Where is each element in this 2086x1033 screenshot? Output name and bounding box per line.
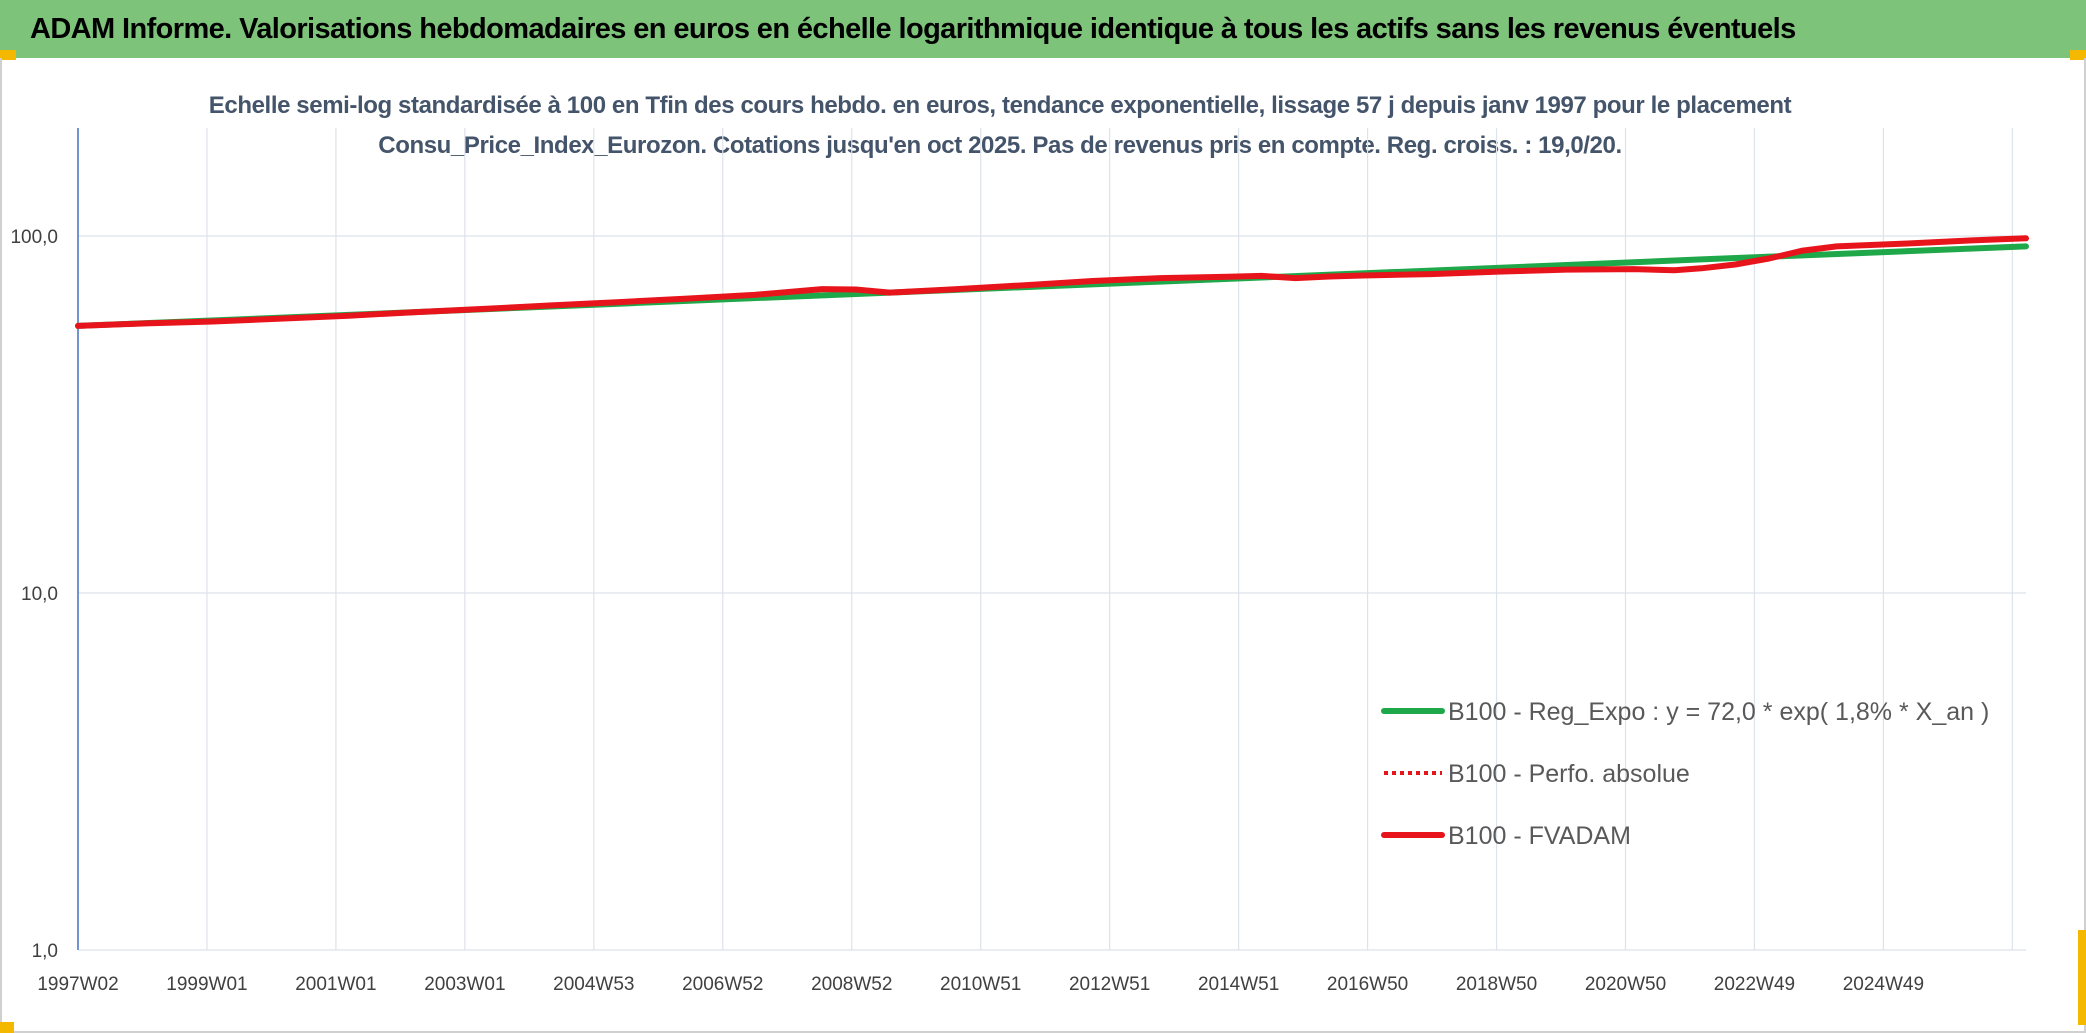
x-tick-label: 2014W51 (1198, 974, 1279, 995)
x-tick-label: 2004W53 (553, 974, 634, 995)
y-tick-label: 1,0 (32, 941, 58, 962)
legend-entry-label: B100 - Perfo. absolue (1448, 760, 1690, 788)
y-tick-label: 100,0 (10, 227, 58, 248)
x-tick-label: 1999W01 (166, 974, 247, 995)
chart-legend: B100 - Reg_Expo : y = 72,0 * exp( 1,8% *… (1381, 698, 1989, 850)
chart-title: Echelle semi-log standardisée à 100 en T… (208, 92, 1792, 159)
x-tick-label: 1997W02 (37, 974, 118, 995)
x-tick-label: 2016W50 (1327, 974, 1408, 995)
x-tick-label: 2022W49 (1714, 974, 1795, 995)
y-tick-label: 10,0 (21, 584, 58, 605)
horizontal-gridlines (78, 235, 2026, 951)
legend-entry-label: B100 - FVADAM (1448, 822, 1631, 850)
legend-entry-label: B100 - Reg_Expo : y = 72,0 * exp( 1,8% *… (1448, 698, 1989, 726)
report-title: ADAM Informe. Valorisations hebdomadaire… (30, 13, 1796, 45)
corner-marker-right (2070, 50, 2086, 60)
edge-marker-bottom-left (0, 1022, 14, 1033)
x-tick-label: 2001W01 (295, 974, 376, 995)
x-tick-label: 2008W52 (811, 974, 892, 995)
corner-marker-left (0, 50, 16, 60)
x-tick-label: 2010W51 (940, 974, 1021, 995)
vertical-gridlines (206, 128, 2013, 950)
x-tick-label: 2003W01 (424, 974, 505, 995)
report-banner: ADAM Informe. Valorisations hebdomadaire… (0, 0, 2086, 58)
y-tick-labels: 1,0 10,0 100,0 (10, 227, 58, 962)
x-tick-label: 2018W50 (1456, 974, 1537, 995)
chart-frame (0, 58, 2086, 1033)
edge-marker-right (2078, 930, 2086, 1025)
x-tick-label: 2024W49 (1843, 974, 1924, 995)
x-tick-label: 2006W52 (682, 974, 763, 995)
series-line-1 (76, 236, 2028, 328)
x-tick-labels: 1997W02 1999W01 2001W01 2003W01 2004W53 2006W… (37, 974, 1924, 995)
x-tick-label: 2012W51 (1069, 974, 1150, 995)
x-tick-label: 2020W50 (1585, 974, 1666, 995)
